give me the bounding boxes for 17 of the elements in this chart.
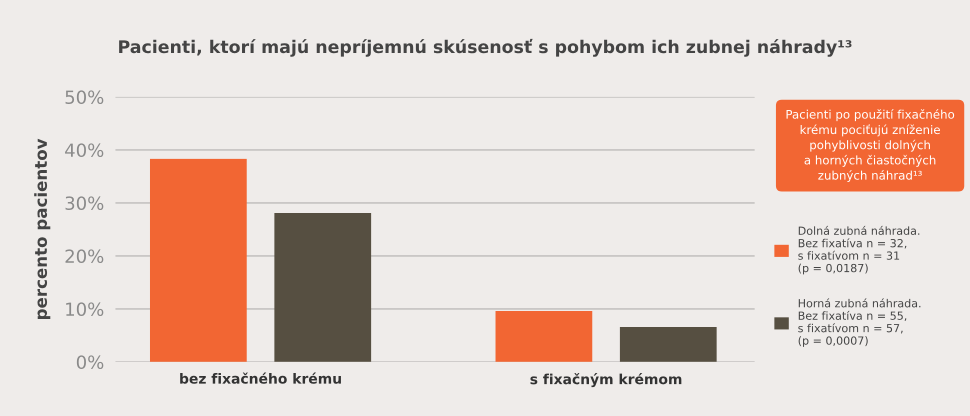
x-tick-label: s fixačným krémom	[530, 373, 682, 388]
bar	[620, 326, 717, 362]
bar	[274, 212, 372, 362]
legend-label: Dolná zubná náhrada. Bez fixatíva n = 32, s fixatívom n = 31 (p = 0,0187)	[798, 226, 920, 274]
y-tick-label: 50%	[66, 90, 104, 104]
bar	[496, 311, 592, 362]
y-tick-label: 40%	[65, 143, 104, 158]
x-tick-label: bez fixačného krému	[180, 372, 341, 384]
chart-title: Pacienti, ktorí majú nepríjemnú skúsenosť s pohybom ich zubnej náhrady¹³	[119, 38, 852, 57]
y-tick-label: 10%	[66, 302, 104, 316]
y-tick-label: 0%	[76, 355, 104, 370]
text: Pacienti po použití fixačného krému pociťujú zníženie pohyblivosti dolných a horných čiastočných zubných náhrad¹³	[786, 109, 954, 182]
y-tick-label: 20%	[66, 249, 104, 264]
legend-label: Horná zubná náhrada. Bez fixatíva n = 55, s fixatívom n = 57, (p = 0,0007)	[798, 298, 920, 347]
bar	[150, 158, 247, 362]
y-axis-title: percento pacientov	[34, 138, 50, 319]
y-tick-label: 30%	[66, 196, 104, 210]
